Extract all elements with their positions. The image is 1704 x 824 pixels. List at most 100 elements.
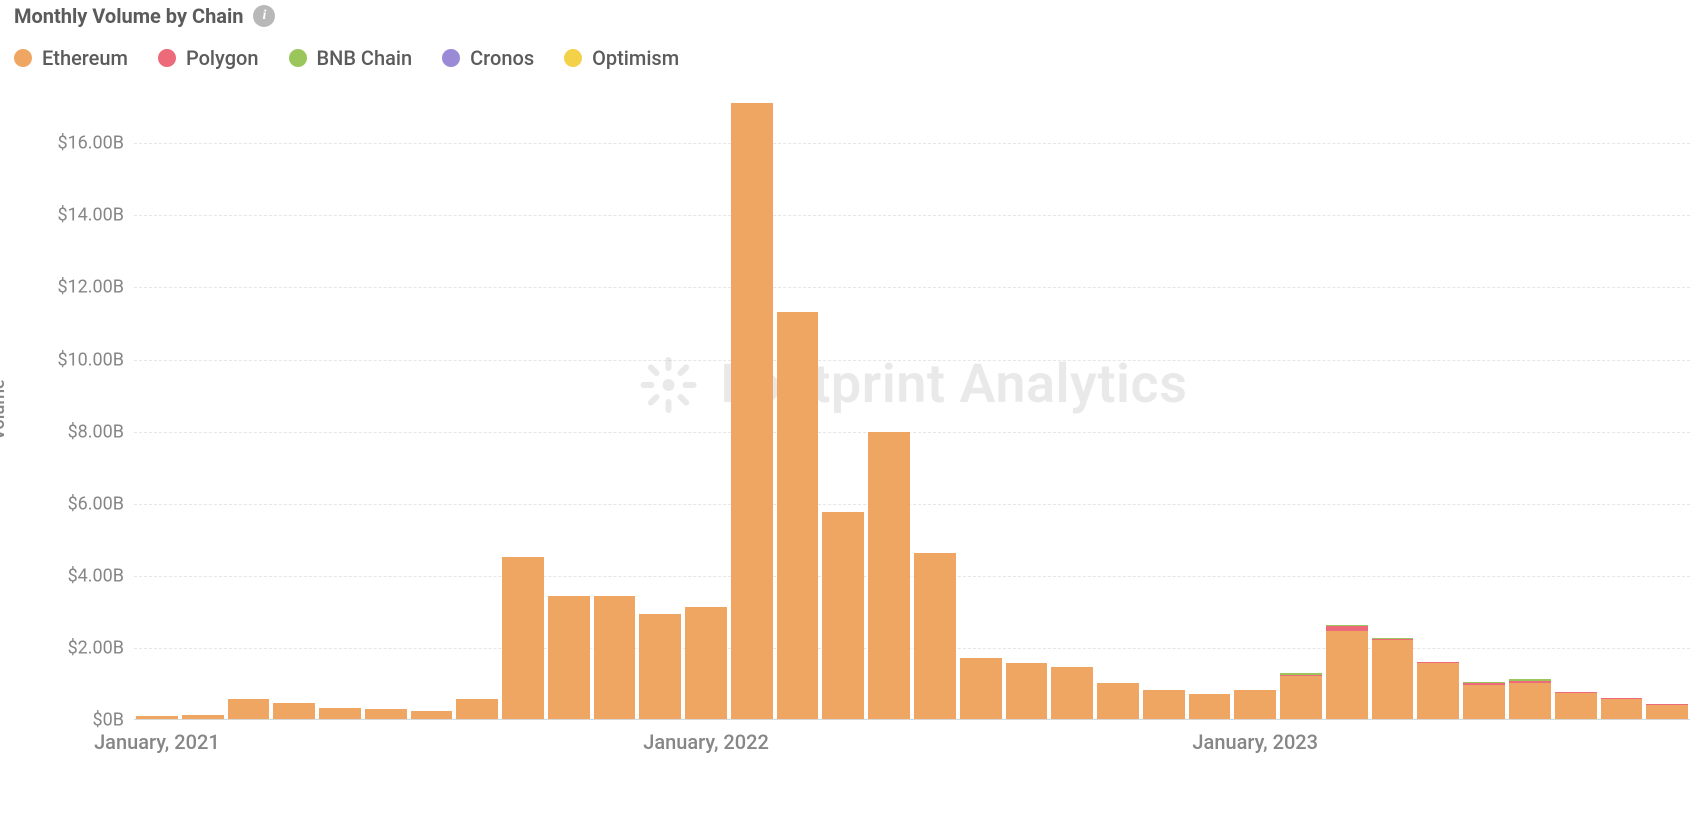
bar-segment	[548, 596, 590, 719]
legend-dot	[14, 49, 32, 67]
bar-segment	[182, 715, 224, 719]
legend-item[interactable]: BNB Chain	[289, 46, 413, 70]
legend-label: Optimism	[592, 46, 679, 70]
bar-segment	[960, 658, 1002, 719]
bar-segment	[319, 708, 361, 719]
bar-segment	[1463, 685, 1505, 719]
bar[interactable]	[1509, 679, 1551, 719]
y-tick-label: $0B	[14, 710, 124, 731]
bar[interactable]	[731, 103, 773, 719]
bar[interactable]	[1372, 638, 1414, 719]
bar-segment	[1051, 667, 1093, 719]
bar[interactable]	[1097, 683, 1139, 719]
bar-segment	[1280, 676, 1322, 719]
legend-item[interactable]: Polygon	[158, 46, 259, 70]
bar-segment	[365, 709, 407, 719]
bar[interactable]	[1051, 667, 1093, 719]
y-tick-label: $8.00B	[14, 421, 124, 442]
bar-segment	[685, 607, 727, 719]
x-tick-label: January, 2023	[1192, 730, 1318, 754]
bar[interactable]	[365, 709, 407, 719]
bar[interactable]	[136, 716, 178, 719]
bar-segment	[1555, 693, 1597, 719]
y-tick-label: $10.00B	[14, 349, 124, 370]
bar-segment	[1189, 694, 1231, 719]
bar-segment	[868, 432, 910, 719]
bar[interactable]	[685, 607, 727, 719]
bar-segment	[639, 614, 681, 719]
bar[interactable]	[1006, 663, 1048, 719]
bar[interactable]	[868, 432, 910, 719]
legend-dot	[442, 49, 460, 67]
legend-label: Ethereum	[42, 46, 128, 70]
bar[interactable]	[639, 614, 681, 719]
bar[interactable]	[1189, 694, 1231, 719]
y-tick-label: $4.00B	[14, 565, 124, 586]
bar-segment	[822, 512, 864, 719]
bar[interactable]	[1601, 698, 1643, 719]
bar-segment	[502, 557, 544, 719]
bar[interactable]	[182, 715, 224, 719]
y-tick-label: $2.00B	[14, 637, 124, 658]
y-tick-label: $6.00B	[14, 493, 124, 514]
bar[interactable]	[1143, 690, 1185, 719]
chart: Volume $0B$2.00B$4.00B$6.00B$8.00B$10.00…	[14, 100, 1690, 810]
plot-area: Footprint Analytics	[134, 100, 1690, 720]
bar-segment	[914, 553, 956, 719]
bar[interactable]	[319, 708, 361, 719]
bars-container	[134, 100, 1690, 719]
bar-segment	[1509, 683, 1551, 719]
bar[interactable]	[822, 512, 864, 719]
bar[interactable]	[960, 658, 1002, 719]
bar[interactable]	[777, 312, 819, 719]
bar[interactable]	[1234, 690, 1276, 719]
bar[interactable]	[914, 553, 956, 719]
bar[interactable]	[411, 711, 453, 719]
bar-segment	[1097, 683, 1139, 719]
bar[interactable]	[548, 596, 590, 719]
y-axis-label: Volume	[0, 379, 9, 440]
y-tick-label: $14.00B	[14, 205, 124, 226]
bar-segment	[1372, 640, 1414, 719]
chart-title: Monthly Volume by Chain	[14, 4, 243, 28]
y-tick-label: $16.00B	[14, 133, 124, 154]
bar[interactable]	[1555, 692, 1597, 719]
legend-dot	[158, 49, 176, 67]
bar[interactable]	[1280, 673, 1322, 719]
bar-segment	[411, 711, 453, 719]
bar[interactable]	[1646, 704, 1688, 719]
bar-segment	[731, 103, 773, 719]
bar[interactable]	[502, 557, 544, 719]
bar-segment	[1006, 663, 1048, 719]
bar[interactable]	[228, 699, 270, 719]
bar-segment	[228, 699, 270, 719]
bar[interactable]	[1326, 625, 1368, 719]
legend-item[interactable]: Ethereum	[14, 46, 128, 70]
bar-segment	[456, 699, 498, 719]
x-axis: January, 2021January, 2022January, 2023	[134, 724, 1690, 764]
bar-segment	[1601, 699, 1643, 719]
legend-item[interactable]: Cronos	[442, 46, 534, 70]
bar[interactable]	[456, 699, 498, 719]
info-icon[interactable]: i	[253, 5, 275, 27]
legend-dot	[289, 49, 307, 67]
bar-segment	[1326, 631, 1368, 719]
bar[interactable]	[1463, 682, 1505, 719]
bar-segment	[777, 312, 819, 719]
chart-header: Monthly Volume by Chain i	[14, 4, 275, 28]
bar-segment	[594, 596, 636, 719]
bar-segment	[273, 703, 315, 719]
y-tick-label: $12.00B	[14, 277, 124, 298]
bar-segment	[1646, 705, 1688, 719]
bar-segment	[1417, 663, 1459, 719]
legend-label: Cronos	[470, 46, 534, 70]
bar[interactable]	[1417, 662, 1459, 719]
legend-item[interactable]: Optimism	[564, 46, 679, 70]
legend: Ethereum Polygon BNB Chain Cronos Optimism	[14, 46, 679, 70]
bar-segment	[1234, 690, 1276, 719]
bar[interactable]	[594, 596, 636, 719]
legend-dot	[564, 49, 582, 67]
bar[interactable]	[273, 703, 315, 719]
x-tick-label: January, 2021	[94, 730, 220, 754]
legend-label: Polygon	[186, 46, 259, 70]
